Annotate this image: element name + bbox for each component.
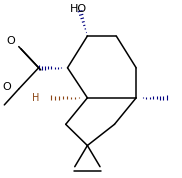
Text: H: H <box>32 93 39 103</box>
Text: O: O <box>3 82 11 92</box>
Text: HO: HO <box>70 4 87 14</box>
Text: O: O <box>6 36 15 46</box>
